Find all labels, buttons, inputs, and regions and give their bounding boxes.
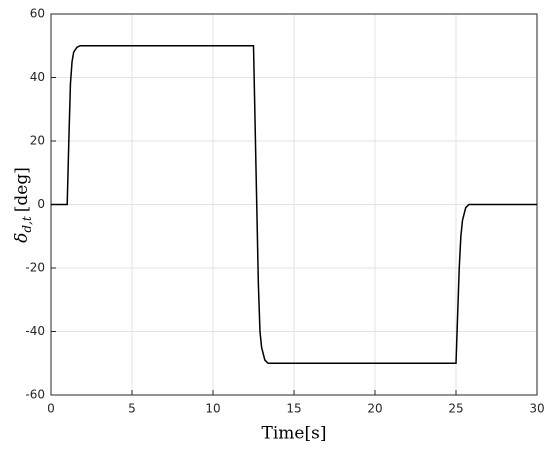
y-tick-label: 0 — [37, 197, 45, 211]
y-tick-label: 20 — [30, 134, 45, 148]
x-tick-label: 15 — [286, 402, 301, 416]
y-label-subscript: d,t — [20, 216, 34, 232]
x-tick-label: 10 — [205, 402, 220, 416]
x-tick-label: 5 — [128, 402, 136, 416]
x-tick-label: 30 — [529, 402, 544, 416]
x-axis-label: Time[s] — [262, 424, 327, 444]
y-label-unit: [deg] — [12, 167, 32, 212]
line — [51, 45, 537, 364]
y-axis-label: δd,t [deg] — [12, 167, 34, 243]
x-tick-label: 0 — [47, 402, 55, 416]
y-tick-label: -20 — [25, 261, 45, 275]
y-tick-label: 60 — [30, 7, 45, 21]
x-tick-label: 25 — [448, 402, 463, 416]
y-tick-label: 40 — [30, 70, 45, 84]
x-tick-label: 20 — [367, 402, 382, 416]
y-tick-label: -60 — [25, 388, 45, 402]
y-label-symbol: δ — [12, 233, 32, 243]
y-tick-label: -40 — [25, 324, 45, 338]
